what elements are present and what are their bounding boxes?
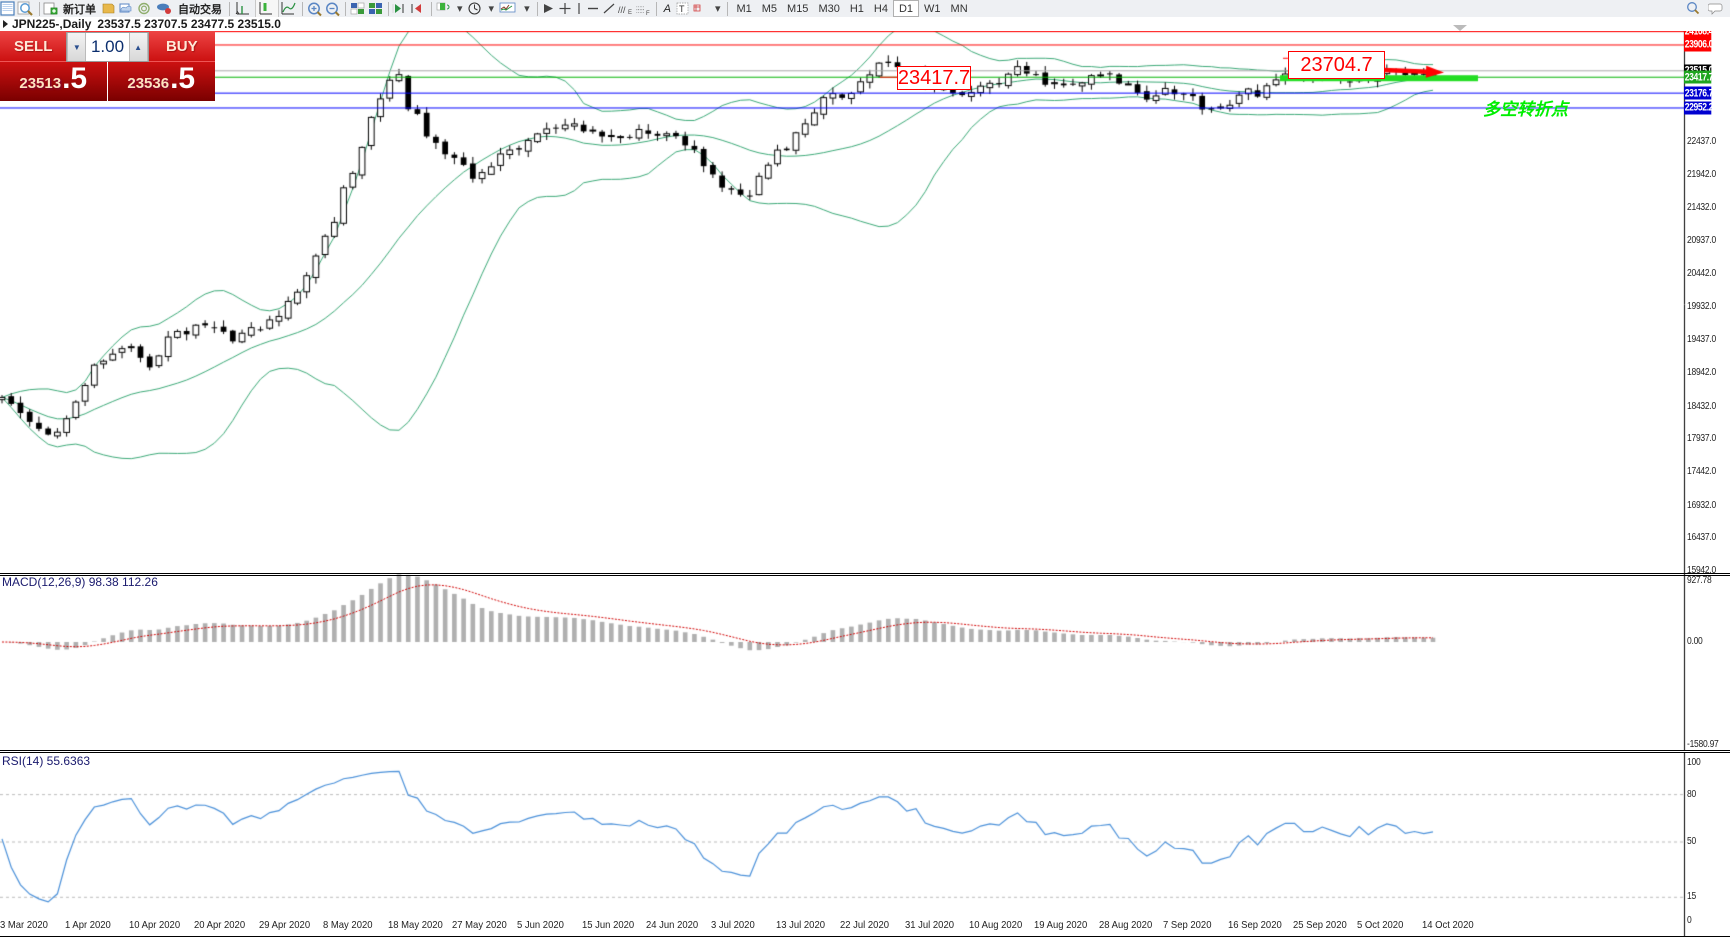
svg-text:///: /// [618,5,626,15]
svg-text:E: E [628,10,632,16]
svg-text:T: T [679,4,685,14]
svg-text::::::: ::::: [636,9,645,15]
